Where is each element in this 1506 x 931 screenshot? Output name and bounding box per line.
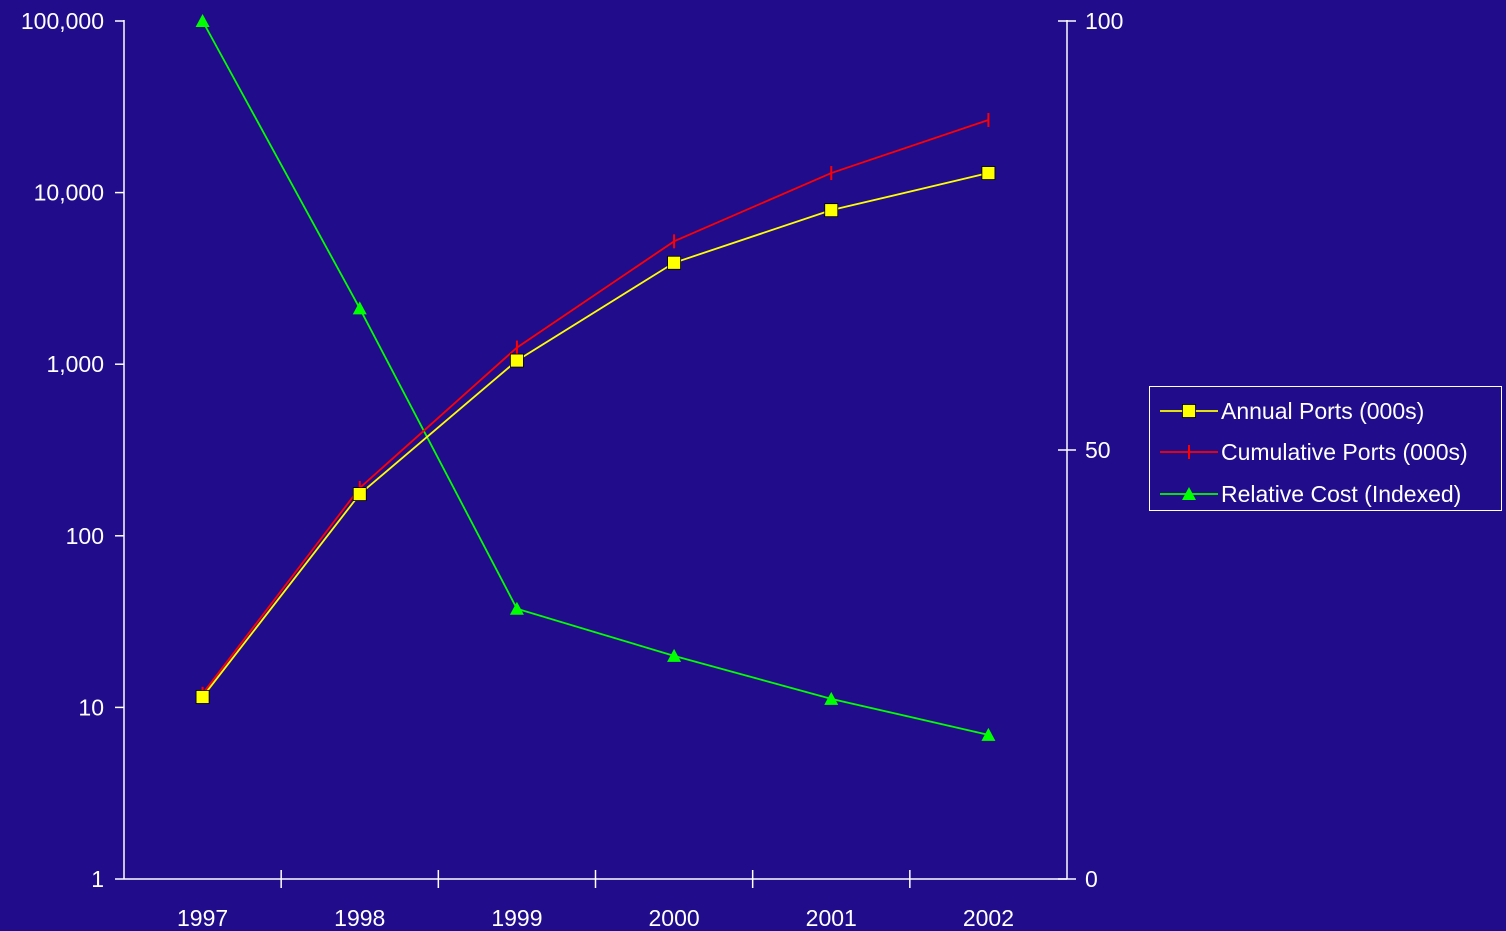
- y-left-tick-label: 10: [78, 694, 104, 720]
- y-left-tick-label: 100: [66, 523, 104, 549]
- y-right-tick-label: 50: [1085, 437, 1111, 463]
- data-point-relative-cost-indexed: [667, 648, 682, 662]
- legend-marker: [1182, 487, 1196, 500]
- legend-label-cumulative-ports: Cumulative Ports (000s): [1221, 438, 1468, 465]
- legend-item-cumulative-ports: Cumulative Ports (000s): [1160, 437, 1468, 467]
- series-line-annual-ports-000s: [201, 172, 989, 698]
- data-point-annual-ports-000s: [352, 487, 367, 501]
- data-point-relative-cost-indexed: [824, 691, 839, 705]
- legend-item-relative-cost: Relative Cost (Indexed): [1160, 479, 1461, 509]
- x-tick-label: 2002: [963, 905, 1014, 931]
- legend-swatch-relative-cost: [1160, 487, 1218, 500]
- data-point-annual-ports-000s: [667, 255, 681, 270]
- legend-marker: [1182, 404, 1196, 418]
- legend-item-annual-ports: Annual Ports (000s): [1160, 396, 1424, 426]
- data-point-annual-ports-000s: [195, 690, 210, 704]
- x-tick-label: 2001: [806, 905, 857, 931]
- x-tick-label: 1999: [491, 905, 542, 931]
- series-line-cumulative-ports-000s: [201, 119, 989, 695]
- y-left-tick-label: 100,000: [21, 8, 104, 34]
- legend-label-annual-ports: Annual Ports (000s): [1221, 397, 1425, 424]
- data-point-relative-cost-indexed: [509, 601, 524, 615]
- y-left-tick-label: 1,000: [46, 351, 104, 377]
- data-point-relative-cost-indexed: [981, 727, 996, 741]
- data-point-annual-ports-000s: [981, 166, 996, 180]
- data-point-relative-cost-indexed: [195, 14, 210, 27]
- x-tick-label: 2000: [648, 905, 699, 931]
- legend-swatch-annual-ports: [1160, 404, 1218, 418]
- x-tick-label: 1998: [334, 905, 385, 931]
- x-tick-label: 1997: [177, 905, 228, 931]
- legend: Annual Ports (000s) Cumulative Ports (00…: [1149, 386, 1502, 511]
- y-left-tick-label: 1: [91, 866, 104, 892]
- data-point-relative-cost-indexed: [352, 301, 367, 315]
- data-point-annual-ports-000s: [824, 203, 839, 218]
- series-line-relative-cost-indexed: [201, 20, 989, 736]
- series-relative-cost-indexed: [195, 14, 996, 741]
- data-point-annual-ports-000s: [510, 353, 524, 368]
- legend-swatch-cumulative-ports: [1160, 445, 1218, 459]
- y-left-tick-label: 10,000: [34, 180, 104, 206]
- y-right-tick-label: 0: [1085, 866, 1098, 892]
- series-annual-ports-000s: [195, 166, 996, 704]
- legend-label-relative-cost: Relative Cost (Indexed): [1221, 480, 1462, 507]
- y-right-tick-label: 100: [1085, 8, 1123, 34]
